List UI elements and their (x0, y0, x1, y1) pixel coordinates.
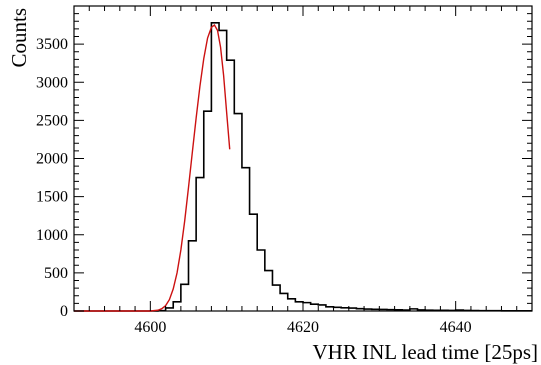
plot-data (74, 21, 532, 312)
x-tick-label: 4620 (287, 319, 319, 336)
y-tick-label: 1500 (36, 189, 68, 206)
y-tick-label: 1000 (36, 227, 68, 244)
x-tick-label: 4640 (440, 319, 472, 336)
histogram-series (74, 21, 532, 312)
y-tick-label: 3000 (36, 74, 68, 91)
y-axis-title: Counts (7, 8, 31, 68)
fit-curve-series (74, 24, 231, 312)
y-tick-label: 2500 (36, 112, 68, 129)
y-tick-label: 500 (44, 265, 68, 282)
plot-frame (73, 5, 533, 312)
plot-frame-box (73, 5, 533, 312)
y-tick-label: 2000 (36, 151, 68, 168)
y-tick-label: 3500 (36, 36, 68, 53)
x-tick-label: 4600 (134, 319, 166, 336)
y-tick-label: 0 (60, 303, 68, 320)
axis-labels: 4600 4620 4640 0 500 1000 1500 2000 2500 3000 3500 (36, 36, 472, 336)
axis-ticks (73, 6, 533, 312)
x-axis-title: VHR INL lead time [25ps] (312, 340, 538, 364)
